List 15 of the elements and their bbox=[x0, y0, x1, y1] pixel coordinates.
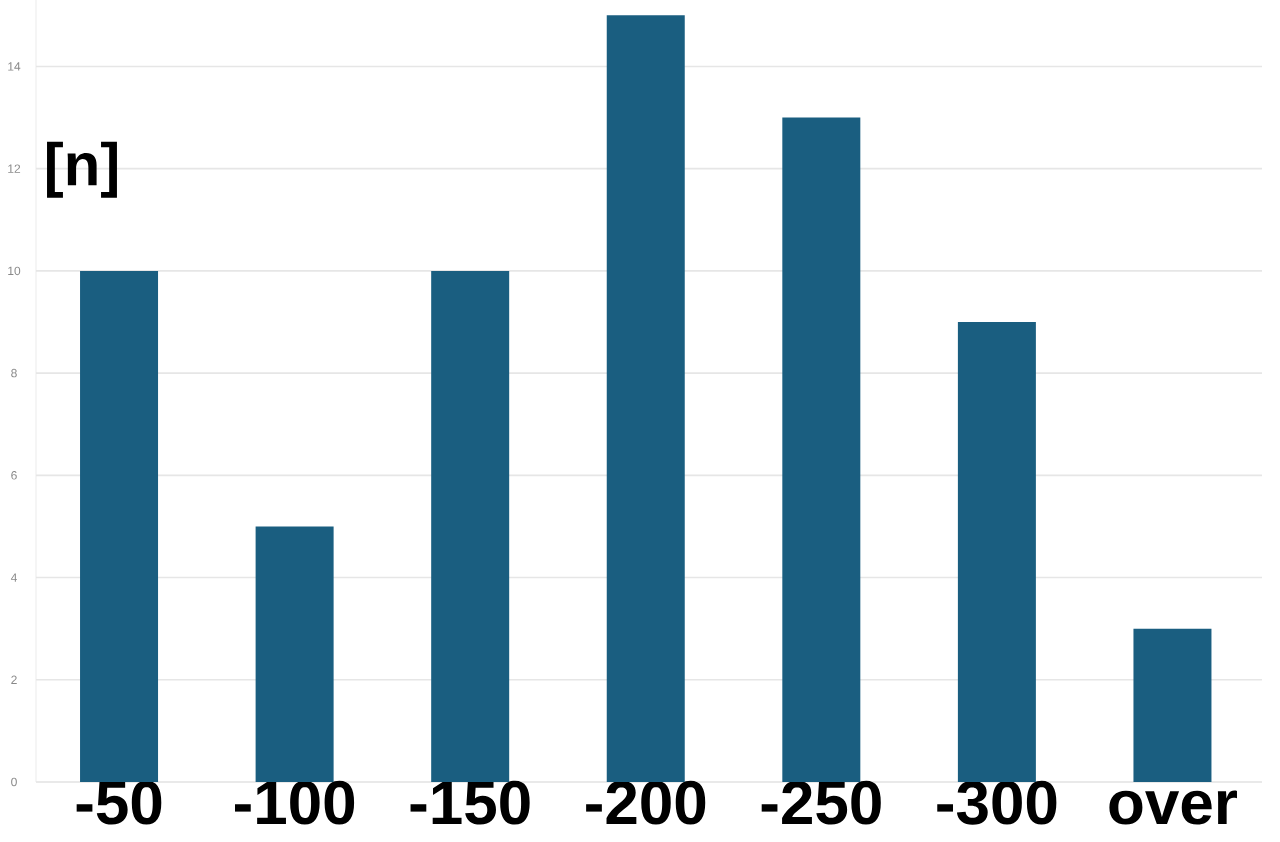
bar bbox=[80, 270, 159, 782]
bar bbox=[782, 117, 861, 782]
bar bbox=[255, 526, 334, 782]
bar bbox=[606, 15, 685, 782]
bar bbox=[431, 270, 510, 782]
x-tick-label: over bbox=[1109, 790, 1237, 825]
bar bbox=[1133, 628, 1212, 782]
x-tick-label: -200 bbox=[586, 780, 706, 825]
x-tick-label: -250 bbox=[761, 780, 881, 825]
x-tick-label: -100 bbox=[234, 780, 355, 825]
y-axis-title: [n] bbox=[47, 141, 117, 198]
x-tick-label: -300 bbox=[937, 780, 1057, 825]
x-tick-label: -50 bbox=[76, 780, 162, 825]
x-tick-label: -150 bbox=[410, 780, 530, 825]
bar bbox=[957, 322, 1036, 782]
